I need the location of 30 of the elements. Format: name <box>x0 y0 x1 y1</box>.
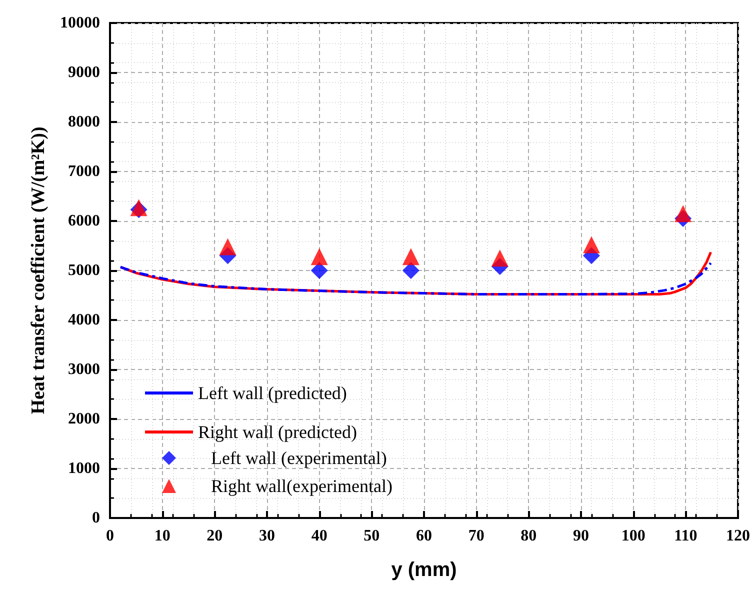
x-tick-label: 50 <box>364 528 380 544</box>
x-tick-label: 120 <box>726 528 750 544</box>
legend-label: Left wall (predicted) <box>198 383 347 403</box>
legend-label: Right wall (predicted) <box>198 422 357 442</box>
x-tick-label: 70 <box>468 528 484 544</box>
x-tick-label: 20 <box>206 528 223 544</box>
y-tick-label: 3000 <box>68 361 100 378</box>
x-tick-label: 110 <box>674 528 698 544</box>
x-tick-label: 80 <box>520 528 537 544</box>
y-tick-label: 6000 <box>68 212 100 230</box>
x-tick-label: 40 <box>311 528 328 544</box>
x-tick-label: 30 <box>259 528 275 544</box>
y-tick-label: 2000 <box>68 410 100 428</box>
legend-label: Right wall(experimental) <box>211 476 392 496</box>
x-tick-label: 10 <box>154 528 170 544</box>
y-tick-label: 10000 <box>60 14 100 32</box>
y-tick-label: 1000 <box>68 460 100 477</box>
y-tick-label: 4000 <box>68 312 100 328</box>
y-tick-label: 5000 <box>68 262 100 279</box>
y-tick-label: 0 <box>92 510 100 526</box>
y-axis-title: Heat transfer coefficient (W/(m²K)) <box>28 126 49 414</box>
y-tick-label: 8000 <box>68 114 100 130</box>
x-axis-title: y (mm) <box>391 559 457 581</box>
y-tick-label: 9000 <box>68 64 100 81</box>
x-tick-label: 90 <box>573 528 589 544</box>
y-tick-label: 7000 <box>68 163 100 180</box>
x-tick-label: 60 <box>416 528 432 544</box>
x-tick-label: 100 <box>621 528 646 544</box>
legend-label: Left wall (experimental) <box>211 448 387 468</box>
x-tick-label: 0 <box>106 528 114 544</box>
